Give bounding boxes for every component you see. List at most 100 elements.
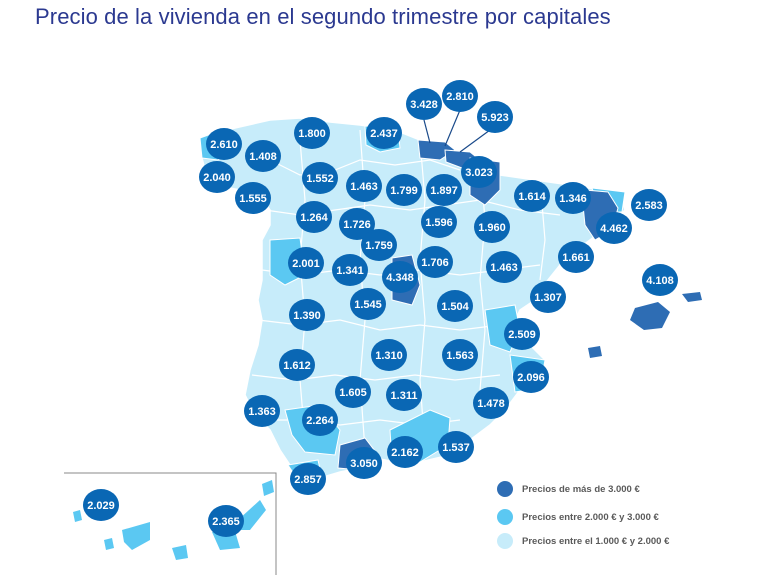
price-badge: 1.478 [473,387,509,419]
svg-text:1.363: 1.363 [248,406,276,418]
svg-text:1.307: 1.307 [534,292,562,304]
price-badge: 1.346 [555,182,591,214]
svg-text:1.960: 1.960 [478,222,506,234]
price-badge: 1.596 [421,206,457,238]
svg-text:1.504: 1.504 [441,301,469,313]
svg-text:1.706: 1.706 [421,257,449,269]
svg-text:1.537: 1.537 [442,442,470,454]
price-badge: 2.437 [366,117,402,149]
price-badges: 3.428 2.810 5.923 2.610 1.800 2.437 1.40… [83,80,678,537]
svg-text:Precios entre 2.000 € y 3.000: Precios entre 2.000 € y 3.000 € [522,512,660,523]
price-badge: 1.706 [417,246,453,278]
legend-item: Precios entre 2.000 € y 3.000 € [497,509,660,525]
price-badge: 1.363 [244,395,280,427]
svg-text:4.348: 4.348 [386,272,414,284]
svg-text:1.478: 1.478 [477,398,505,410]
svg-text:1.596: 1.596 [425,217,453,229]
price-badge: 2.610 [206,128,242,160]
price-badge: 2.365 [208,505,244,537]
price-badge: 2.509 [504,318,540,350]
svg-text:2.162: 2.162 [391,447,419,459]
svg-text:1.390: 1.390 [293,310,321,322]
svg-text:3.050: 3.050 [350,458,378,470]
mallorca-island [630,302,670,330]
svg-text:1.605: 1.605 [339,387,367,399]
price-badge: 1.264 [296,201,332,233]
svg-text:2.264: 2.264 [306,415,334,427]
legend-item: Precios entre el 1.000 € y 2.000 € [497,533,670,549]
price-badge: 1.341 [332,254,368,286]
price-badge: 1.960 [474,211,510,243]
price-badge: 1.537 [438,431,474,463]
svg-text:1.726: 1.726 [343,219,371,231]
legend-item: Precios de más de 3.000 € [497,481,640,497]
price-badge: 1.799 [386,174,422,206]
svg-text:1.552: 1.552 [306,173,334,185]
svg-text:3.023: 3.023 [465,167,493,179]
svg-text:1.661: 1.661 [562,252,590,264]
svg-text:2.437: 2.437 [370,128,398,140]
price-badge: 1.552 [302,162,338,194]
callout-lines [423,109,491,153]
price-badge: 1.504 [437,290,473,322]
svg-text:1.341: 1.341 [336,265,364,277]
svg-text:4.108: 4.108 [646,275,674,287]
price-badge: 2.162 [387,436,423,468]
price-badge: 3.023 [461,156,497,188]
price-badge: 1.307 [530,281,566,313]
price-badge: 5.923 [477,101,513,133]
svg-text:2.365: 2.365 [212,516,240,528]
price-badge: 1.545 [350,288,386,320]
price-badge: 1.897 [426,174,462,206]
price-badge: 2.264 [302,404,338,436]
price-badge: 1.408 [245,140,281,172]
price-badge: 1.311 [386,379,422,411]
svg-text:2.857: 2.857 [294,474,322,486]
price-badge: 3.428 [406,88,442,120]
svg-text:1.799: 1.799 [390,185,418,197]
price-badge: 2.029 [83,489,119,521]
svg-text:1.897: 1.897 [430,185,458,197]
price-badge: 4.348 [382,261,418,293]
svg-text:1.408: 1.408 [249,151,277,163]
svg-text:2.040: 2.040 [203,172,231,184]
page-title: Precio de la vivienda en el segundo trim… [35,4,611,29]
price-badge: 1.563 [442,339,478,371]
price-badge: 1.612 [279,349,315,381]
menorca-island [682,292,702,302]
price-badge: 1.605 [335,376,371,408]
canary-inset-frame [64,472,277,575]
price-badge: 3.050 [346,447,382,479]
price-badge: 1.463 [346,170,382,202]
price-badge: 4.108 [642,264,678,296]
price-badge: 2.096 [513,361,549,393]
svg-text:1.545: 1.545 [354,299,382,311]
price-badge: 2.583 [631,189,667,221]
svg-text:5.923: 5.923 [481,112,509,124]
price-badge: 1.759 [361,229,397,261]
svg-text:4.462: 4.462 [600,223,628,235]
price-badge: 4.462 [596,212,632,244]
svg-text:2.096: 2.096 [517,372,545,384]
svg-text:2.583: 2.583 [635,200,663,212]
price-badge: 1.463 [486,251,522,283]
svg-text:1.311: 1.311 [391,390,418,402]
price-badge: 2.040 [199,161,235,193]
svg-text:1.264: 1.264 [300,212,328,224]
svg-text:2.509: 2.509 [508,329,536,341]
price-badge: 1.661 [558,241,594,273]
price-badge: 1.800 [294,117,330,149]
svg-text:1.614: 1.614 [518,191,546,203]
svg-text:1.800: 1.800 [298,128,326,140]
svg-text:1.555: 1.555 [239,193,267,205]
price-badge: 1.614 [514,180,550,212]
svg-text:1.346: 1.346 [559,193,587,205]
svg-text:2.001: 2.001 [292,258,320,270]
price-badge: 1.390 [289,299,325,331]
svg-text:1.612: 1.612 [283,360,311,372]
svg-text:1.463: 1.463 [490,262,518,274]
svg-text:1.463: 1.463 [350,181,378,193]
svg-text:2.029: 2.029 [87,500,115,512]
